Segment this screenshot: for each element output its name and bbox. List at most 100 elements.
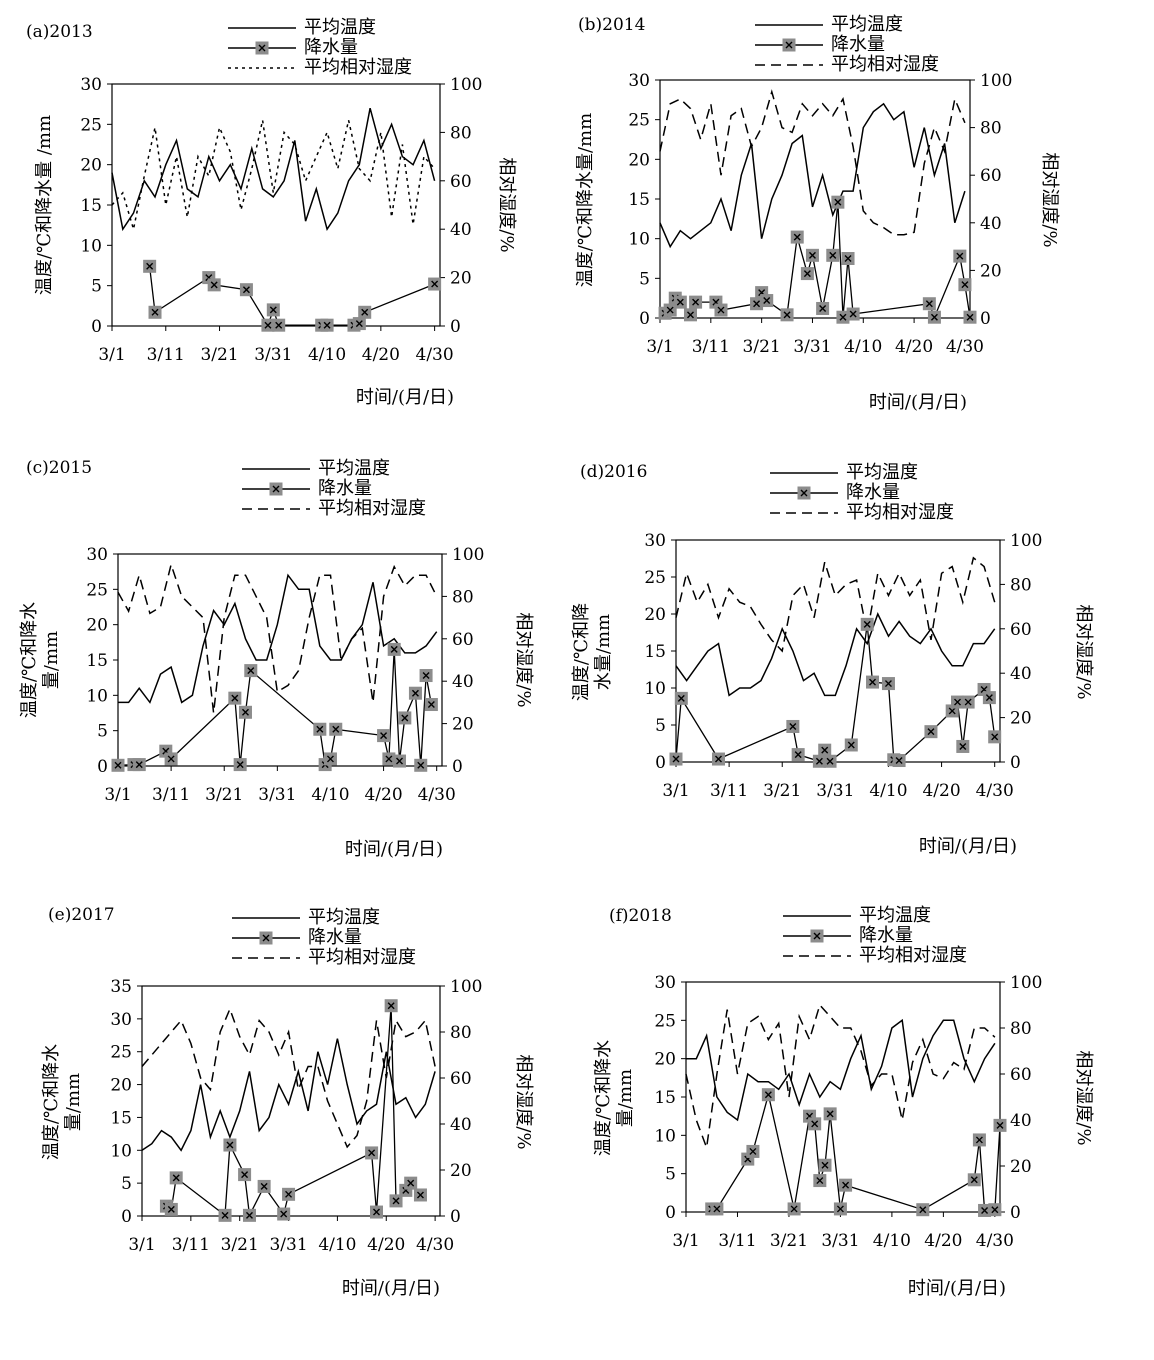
left-y-tick-label: 15 bbox=[110, 1108, 132, 1128]
legend-temp-label: 平均温度 bbox=[318, 458, 390, 479]
x-tick-label: 3/11 bbox=[147, 345, 185, 365]
precip-marker-cross-13 bbox=[392, 1197, 400, 1205]
precip-marker-cross-0 bbox=[114, 761, 122, 769]
temp-line bbox=[141, 1038, 436, 1152]
precip-marker-cross-4 bbox=[167, 755, 175, 763]
left-y-tick-label: 10 bbox=[644, 679, 666, 699]
legend-humid-label: 平均相对湿度 bbox=[304, 57, 412, 78]
precip-marker-cross-3 bbox=[221, 1211, 229, 1219]
left-y-tick-label: 10 bbox=[80, 236, 102, 256]
x-tick-label: 3/21 bbox=[221, 1235, 259, 1255]
x-tick-label: 3/1 bbox=[646, 337, 673, 357]
temp-line bbox=[675, 612, 996, 697]
precip-marker-cross-9 bbox=[863, 620, 871, 628]
precip-marker-cross-15 bbox=[407, 1179, 415, 1187]
right-y-tick-label: 60 bbox=[1010, 1065, 1032, 1085]
precip-marker-cross-5 bbox=[264, 321, 272, 329]
precip-marker-cross-8 bbox=[847, 741, 855, 749]
right-y-tick-label: 80 bbox=[450, 1023, 472, 1043]
precip-marker-cross-1 bbox=[167, 1205, 175, 1213]
x-tick-label: 3/31 bbox=[793, 337, 831, 357]
precip-marker-cross-6 bbox=[236, 761, 244, 769]
right-y-tick-label: 40 bbox=[450, 220, 472, 240]
x-tick-label: 3/11 bbox=[692, 337, 730, 357]
precip-marker-cross-20 bbox=[849, 310, 857, 318]
left-axis-title: 温度/℃和降水量/mm bbox=[571, 603, 614, 701]
precip-marker-cross-4 bbox=[794, 751, 802, 759]
precip-marker-cross-14 bbox=[927, 728, 935, 736]
precip-marker-cross-7 bbox=[826, 757, 834, 765]
precip-marker-cross-18 bbox=[964, 698, 972, 706]
temp-line bbox=[118, 573, 438, 704]
legend-precip-label: 降水量 bbox=[308, 927, 362, 948]
legend-precip-label: 降水量 bbox=[846, 482, 900, 503]
precip-marker-cross-16 bbox=[954, 698, 962, 706]
precip-marker-cross-8 bbox=[816, 1177, 824, 1185]
precip-marker-cross-3 bbox=[676, 298, 684, 306]
chart-panel-1: (b)2014 0 5 10 15 20 25 30 0 20 40 60 80 100 3/1 3/11 3/… bbox=[575, 14, 1060, 413]
legend-humid-label: 平均相对湿度 bbox=[859, 945, 967, 966]
right-y-tick-label: 40 bbox=[452, 672, 474, 692]
right-y-tick-label: 20 bbox=[980, 261, 1002, 281]
left-y-tick-label: 20 bbox=[110, 1076, 132, 1096]
plot-frame bbox=[111, 83, 441, 327]
left-axis-title-line: 量/mm bbox=[41, 631, 62, 689]
precip-marker-cross-15 bbox=[948, 707, 956, 715]
x-axis-title: 时间/(月/日) bbox=[919, 836, 1017, 857]
right-axis-title: 相对湿度/% bbox=[1039, 152, 1060, 247]
chart-panel-5: (f)2018 0 5 10 15 20 25 30 0 20 40 60 80 100 3/1 3/11 3/… bbox=[593, 905, 1094, 1299]
precip-marker-cross-0 bbox=[146, 262, 154, 270]
precip-marker-cross-11 bbox=[884, 680, 892, 688]
precip-marker-cross-7 bbox=[717, 306, 725, 314]
left-y-tick-label: 25 bbox=[654, 1011, 676, 1031]
x-axis-title: 时间/(月/日) bbox=[345, 839, 443, 860]
left-y-tick-label: 25 bbox=[110, 1043, 132, 1063]
humid-line bbox=[675, 556, 996, 653]
precip-marker-cross-13 bbox=[380, 732, 388, 740]
right-y-tick-label: 80 bbox=[450, 123, 472, 143]
left-y-tick-label: 25 bbox=[628, 111, 650, 131]
legend-temp-label: 平均温度 bbox=[831, 14, 903, 35]
precip-marker-cross-10 bbox=[826, 1110, 834, 1118]
precip-series bbox=[143, 259, 442, 332]
left-y-tick-label: 5 bbox=[639, 269, 650, 289]
x-tick-label: 3/21 bbox=[770, 1231, 808, 1251]
x-tick-label: 4/20 bbox=[362, 345, 400, 365]
x-axis-title: 时间/(月/日) bbox=[908, 1278, 1006, 1299]
x-tick-label: 3/11 bbox=[710, 781, 748, 801]
legend-temp-label: 平均温度 bbox=[304, 17, 376, 38]
precip-marker-cross-16 bbox=[396, 757, 404, 765]
x-tick-label: 3/21 bbox=[200, 345, 238, 365]
precip-marker-cross-3 bbox=[210, 281, 218, 289]
precip-marker-cross-10 bbox=[763, 297, 771, 305]
precip-marker-cross-9 bbox=[285, 1190, 293, 1198]
precip-marker-cross-4 bbox=[764, 1091, 772, 1099]
left-y-tick-label: 0 bbox=[639, 309, 650, 329]
right-axis-title: 相对湿度/% bbox=[1073, 604, 1094, 699]
precip-marker-cross-1 bbox=[677, 694, 685, 702]
x-tick-label: 4/10 bbox=[311, 785, 349, 805]
x-tick-label: 4/10 bbox=[308, 345, 346, 365]
left-axis-title-line: 温度/℃和降水 bbox=[41, 1044, 62, 1160]
precip-marker-cross-legend bbox=[800, 489, 808, 497]
precip-marker-cross-9 bbox=[821, 1161, 829, 1169]
precip-marker-cross-5 bbox=[231, 694, 239, 702]
left-axis-title-line: 温度/℃和降水量/mm bbox=[575, 113, 596, 287]
x-tick-label: 4/10 bbox=[318, 1235, 356, 1255]
precip-marker-cross-11 bbox=[783, 311, 791, 319]
precip-marker-cross-10 bbox=[368, 1149, 376, 1157]
legend-temp-label: 平均温度 bbox=[846, 462, 918, 483]
chart-panel-4: (e)2017 0 5 10 15 20 25 30 35 0 20 40 60 80 100 3/1 3/11… bbox=[41, 905, 534, 1299]
right-y-tick-label: 0 bbox=[1010, 1203, 1021, 1223]
left-y-tick-label: 10 bbox=[628, 230, 650, 250]
plot-frame bbox=[685, 981, 1001, 1213]
x-tick-label: 4/10 bbox=[844, 337, 882, 357]
right-y-tick-label: 0 bbox=[452, 757, 463, 777]
precip-marker-cross-3 bbox=[749, 1147, 757, 1155]
right-y-tick-label: 20 bbox=[450, 269, 472, 289]
precip-marker-cross-11 bbox=[372, 1208, 380, 1216]
x-axis-title: 时间/(月/日) bbox=[869, 392, 967, 413]
precip-marker-cross-17 bbox=[991, 1206, 999, 1214]
x-tick-label: 4/10 bbox=[869, 781, 907, 801]
